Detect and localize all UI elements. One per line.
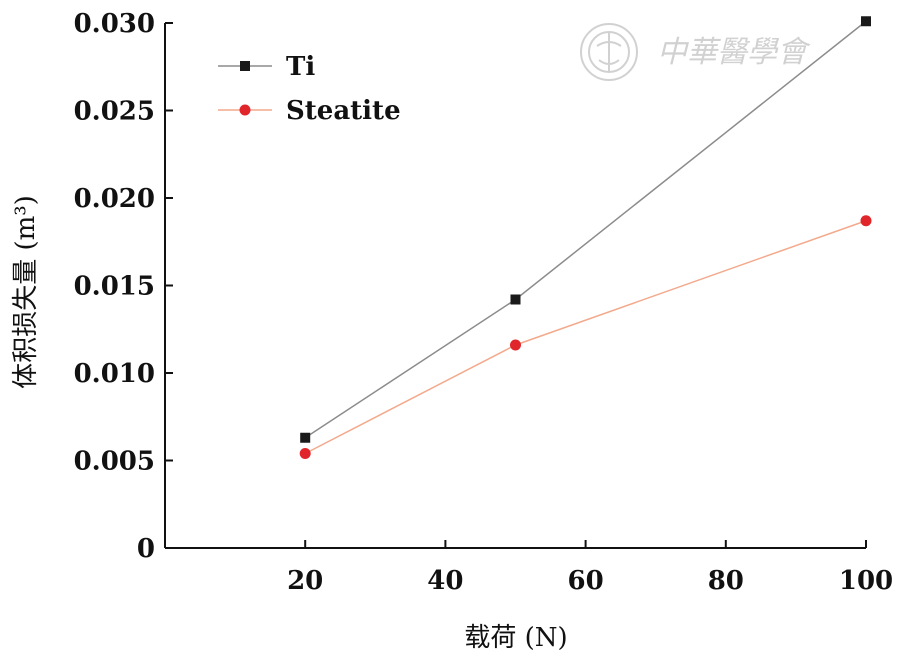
watermark: 中華醫學會 — [575, 18, 845, 93]
data-point — [861, 16, 871, 27]
y-axis-title: 体积损失量 (m³) — [11, 195, 41, 389]
legend: Ti Steatite — [218, 52, 401, 126]
series-line — [304, 220, 867, 455]
legend-label: Steatite — [286, 96, 401, 126]
x-tick-label: 20 — [287, 566, 323, 596]
y-ticks: 0 0.005 0.010 0.015 0.020 0.025 0.030 — [74, 9, 173, 564]
legend-entry: Steatite — [218, 96, 401, 126]
series-ti — [300, 16, 871, 443]
y-tick-label: 0.010 — [74, 359, 155, 389]
axes — [164, 23, 866, 549]
x-tick-label: 80 — [708, 566, 744, 596]
y-tick-label: 0.005 — [74, 447, 155, 477]
x-ticks: 20 40 60 80 100 — [287, 540, 893, 596]
y-tick-label: 0.015 — [74, 272, 155, 302]
series-layer — [299, 16, 872, 459]
y-tick-label: 0 — [137, 534, 155, 564]
x-tick-label: 40 — [427, 566, 463, 596]
series-steatite — [299, 215, 872, 459]
legend-marker — [239, 104, 251, 116]
watermark-text: 中華醫學會 — [657, 35, 811, 70]
data-point — [860, 215, 872, 227]
data-point — [299, 448, 311, 459]
x-tick-label: 100 — [839, 566, 893, 596]
legend-marker — [240, 61, 250, 71]
data-point — [510, 339, 521, 351]
y-tick-label: 0.025 — [74, 97, 155, 127]
y-tick-label: 0.020 — [74, 184, 155, 214]
data-point — [300, 432, 311, 443]
legend-entry: Ti — [218, 52, 315, 82]
data-point — [510, 294, 521, 305]
x-axis-title: 载荷 (N) — [464, 623, 567, 653]
x-tick-label: 60 — [568, 566, 604, 596]
y-tick-label: 0.030 — [74, 9, 155, 39]
medical-association-emblem-icon — [580, 23, 638, 81]
legend-label: Ti — [286, 52, 315, 82]
